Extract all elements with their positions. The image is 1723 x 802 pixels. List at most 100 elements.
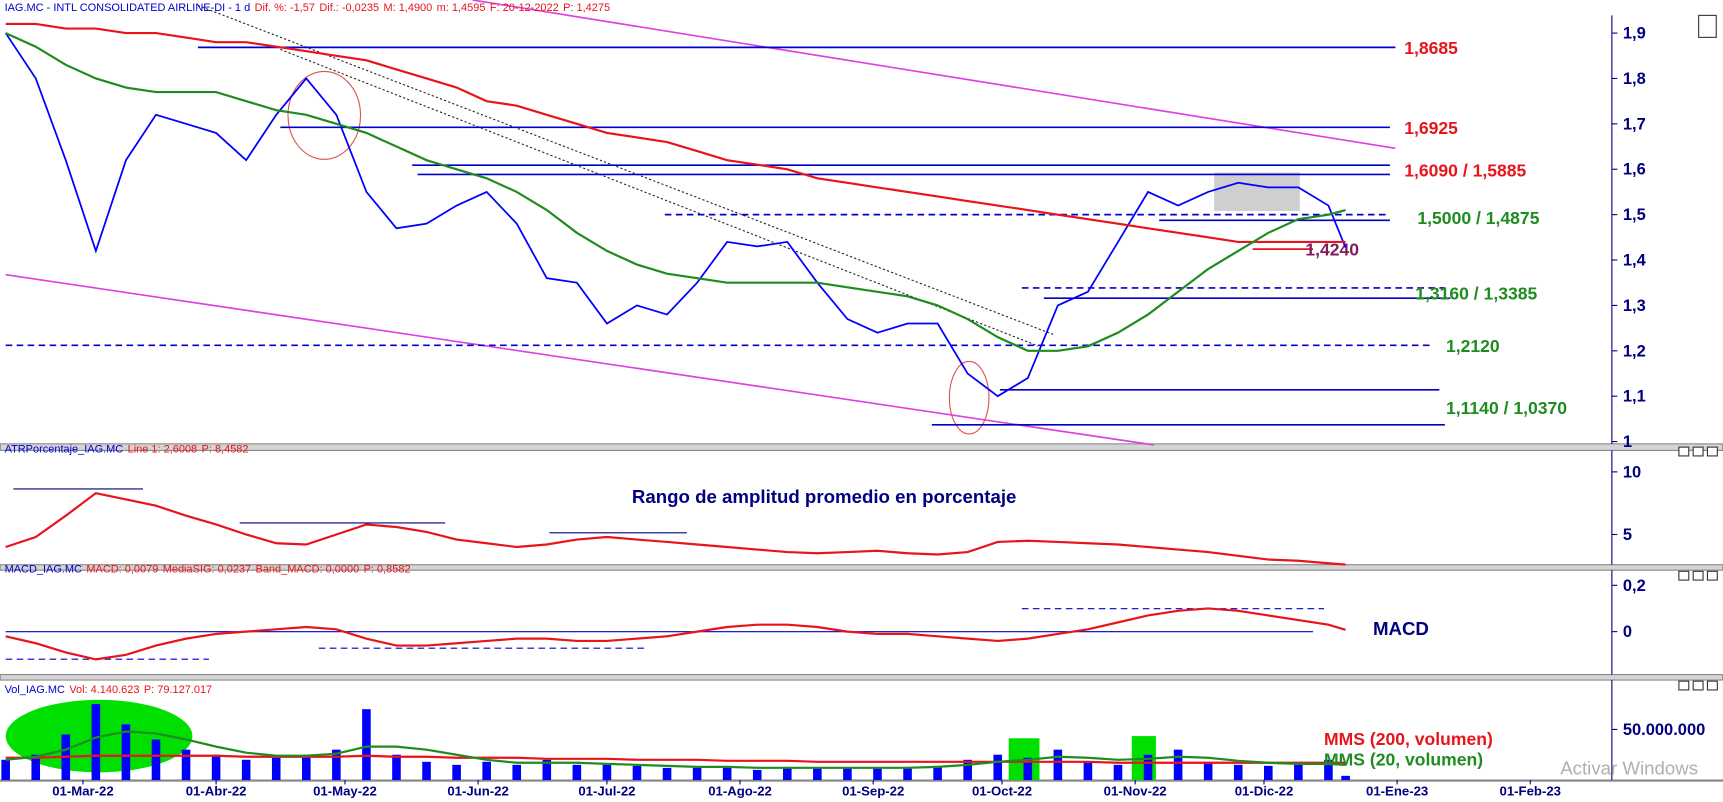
y-tick-label: 1,3 (1623, 297, 1646, 315)
series-line (5, 32, 1346, 352)
volume-bar (1143, 754, 1153, 781)
x-tick-label: 01-Sep-22 (842, 783, 904, 798)
volume-bar (752, 769, 762, 781)
y-tick-label: 1 (1623, 433, 1632, 451)
title-part: Band_MACD: 0,0000 (256, 563, 360, 575)
button[interactable] (1692, 446, 1704, 457)
level-label: 1,5000 / 1,4875 (1417, 208, 1539, 228)
volume-bar (362, 709, 371, 781)
volume-bar (1, 759, 10, 781)
y-tick-label: 1,5 (1623, 206, 1646, 224)
x-tick-label: 01-Ago-22 (708, 783, 772, 798)
x-tick-label: 01-Feb-23 (1500, 783, 1561, 798)
level-label: 1,8685 (1404, 38, 1458, 58)
volume-bar (1294, 764, 1303, 781)
y-tick-label: 50.000.000 (1623, 721, 1705, 739)
level-label: 1,3160 / 1,3385 (1415, 284, 1537, 304)
volume-bar (933, 765, 942, 781)
volume-bar (482, 761, 491, 781)
volume-bar (31, 754, 41, 781)
volume-bar (813, 767, 822, 781)
button[interactable] (1706, 570, 1718, 581)
volume-bar (1113, 764, 1123, 781)
volume-bar (873, 767, 882, 781)
watermark: Activar Windows (1560, 758, 1698, 779)
level-label: 1,6090 / 1,5885 (1404, 160, 1526, 180)
y-tick-label: 0,2 (1623, 577, 1646, 595)
title-part: m: 1,4595 (437, 2, 486, 14)
volume-bar (1203, 761, 1213, 781)
series-line (5, 491, 1346, 566)
volume-bar (301, 754, 311, 781)
title-part: MediaSIG: 0,0237 (163, 563, 251, 575)
button[interactable] (1692, 570, 1704, 581)
highlight-ellipse (287, 70, 362, 160)
y-tick-label: 1,8 (1623, 70, 1646, 88)
button[interactable] (1678, 680, 1690, 691)
volume-bar (181, 749, 191, 781)
trend-line (197, 4, 1056, 336)
volume-bar (993, 754, 1003, 781)
button[interactable] (1678, 446, 1690, 457)
panel-title: ATRPorcentaje_IAG.MC Line 1: 2,6008 P: 8,4… (5, 444, 249, 456)
volume-bar (542, 759, 552, 781)
volume-bar (271, 757, 281, 781)
volume-bar (1053, 749, 1063, 781)
button[interactable] (1678, 570, 1690, 581)
volume-bar (602, 764, 612, 781)
y-tick-label: 1,2 (1623, 342, 1646, 360)
x-tick-label: 01-Ene-23 (1366, 783, 1428, 798)
level-label: 1,4240 (1305, 240, 1359, 260)
title-part: IAG.MC - INTL CONSOLIDATED AIRLINE-DI - … (5, 2, 251, 14)
volume-bar (782, 767, 792, 781)
level-label: 1,1140 / 1,0370 (1446, 398, 1567, 418)
volume-bar (963, 759, 972, 781)
button[interactable] (1706, 446, 1718, 457)
volume-bar (722, 766, 732, 781)
series-line (5, 730, 1346, 769)
y-tick-label: 5 (1623, 526, 1632, 544)
button[interactable] (1692, 680, 1704, 691)
volume-bar (1341, 775, 1350, 781)
y-tick-label: 1,7 (1623, 115, 1646, 133)
title-part: MACD_IAG.MC (5, 563, 82, 575)
y-tick-label: 1,9 (1623, 25, 1646, 43)
panel-title: MACD_IAG.MC MACD: 0,0079 MediaSIG: 0,0237 B… (5, 563, 411, 575)
volume-bar (572, 764, 582, 781)
volume-bar (211, 754, 221, 781)
title-part: Line 1: 2,6008 (128, 444, 198, 456)
title-part: F: 20-12-2022 (490, 2, 559, 14)
volume-bar (91, 704, 101, 781)
legend-label: MMS (20, volumen) (1324, 750, 1483, 770)
volume-bar (903, 767, 912, 781)
window-buttons[interactable] (1678, 14, 1718, 691)
level-label: 1,2120 (1446, 336, 1500, 356)
channel-line (472, 0, 1396, 150)
volume-bar (332, 749, 341, 781)
x-tick-label: 01-Dic-22 (1235, 783, 1294, 798)
volume-bar (632, 765, 642, 781)
title-part: P: 8,4582 (202, 444, 249, 456)
volume-bar (1083, 761, 1093, 781)
button[interactable] (1698, 14, 1717, 38)
level-label: 1,6925 (1404, 118, 1458, 138)
volume-bar (452, 764, 461, 781)
x-tick-label: 01-Mar-22 (52, 783, 113, 798)
annotation: Rango de amplitud promedio en porcentaje (632, 486, 1017, 507)
x-tick-label: 01-Abr-22 (186, 783, 247, 798)
separator (0, 779, 1723, 782)
x-tick-label: 01-Oct-22 (972, 783, 1032, 798)
volume-bar (422, 761, 431, 781)
panel-title: Vol_IAG.MC Vol: 4.140.623 P: 79.127.017 (5, 684, 213, 696)
title-part: Vol_IAG.MC (5, 684, 65, 696)
panel-title: IAG.MC - INTL CONSOLIDATED AIRLINE-DI - … (5, 2, 611, 14)
title-part: ATRPorcentaje_IAG.MC (5, 444, 124, 456)
title-part: P: 1,4275 (563, 2, 610, 14)
button[interactable] (1706, 680, 1718, 691)
series-line (4, 32, 1347, 398)
title-part: Vol: 4.140.623 (69, 684, 139, 696)
annotation: MACD (1373, 618, 1429, 639)
series-line (5, 607, 1346, 661)
